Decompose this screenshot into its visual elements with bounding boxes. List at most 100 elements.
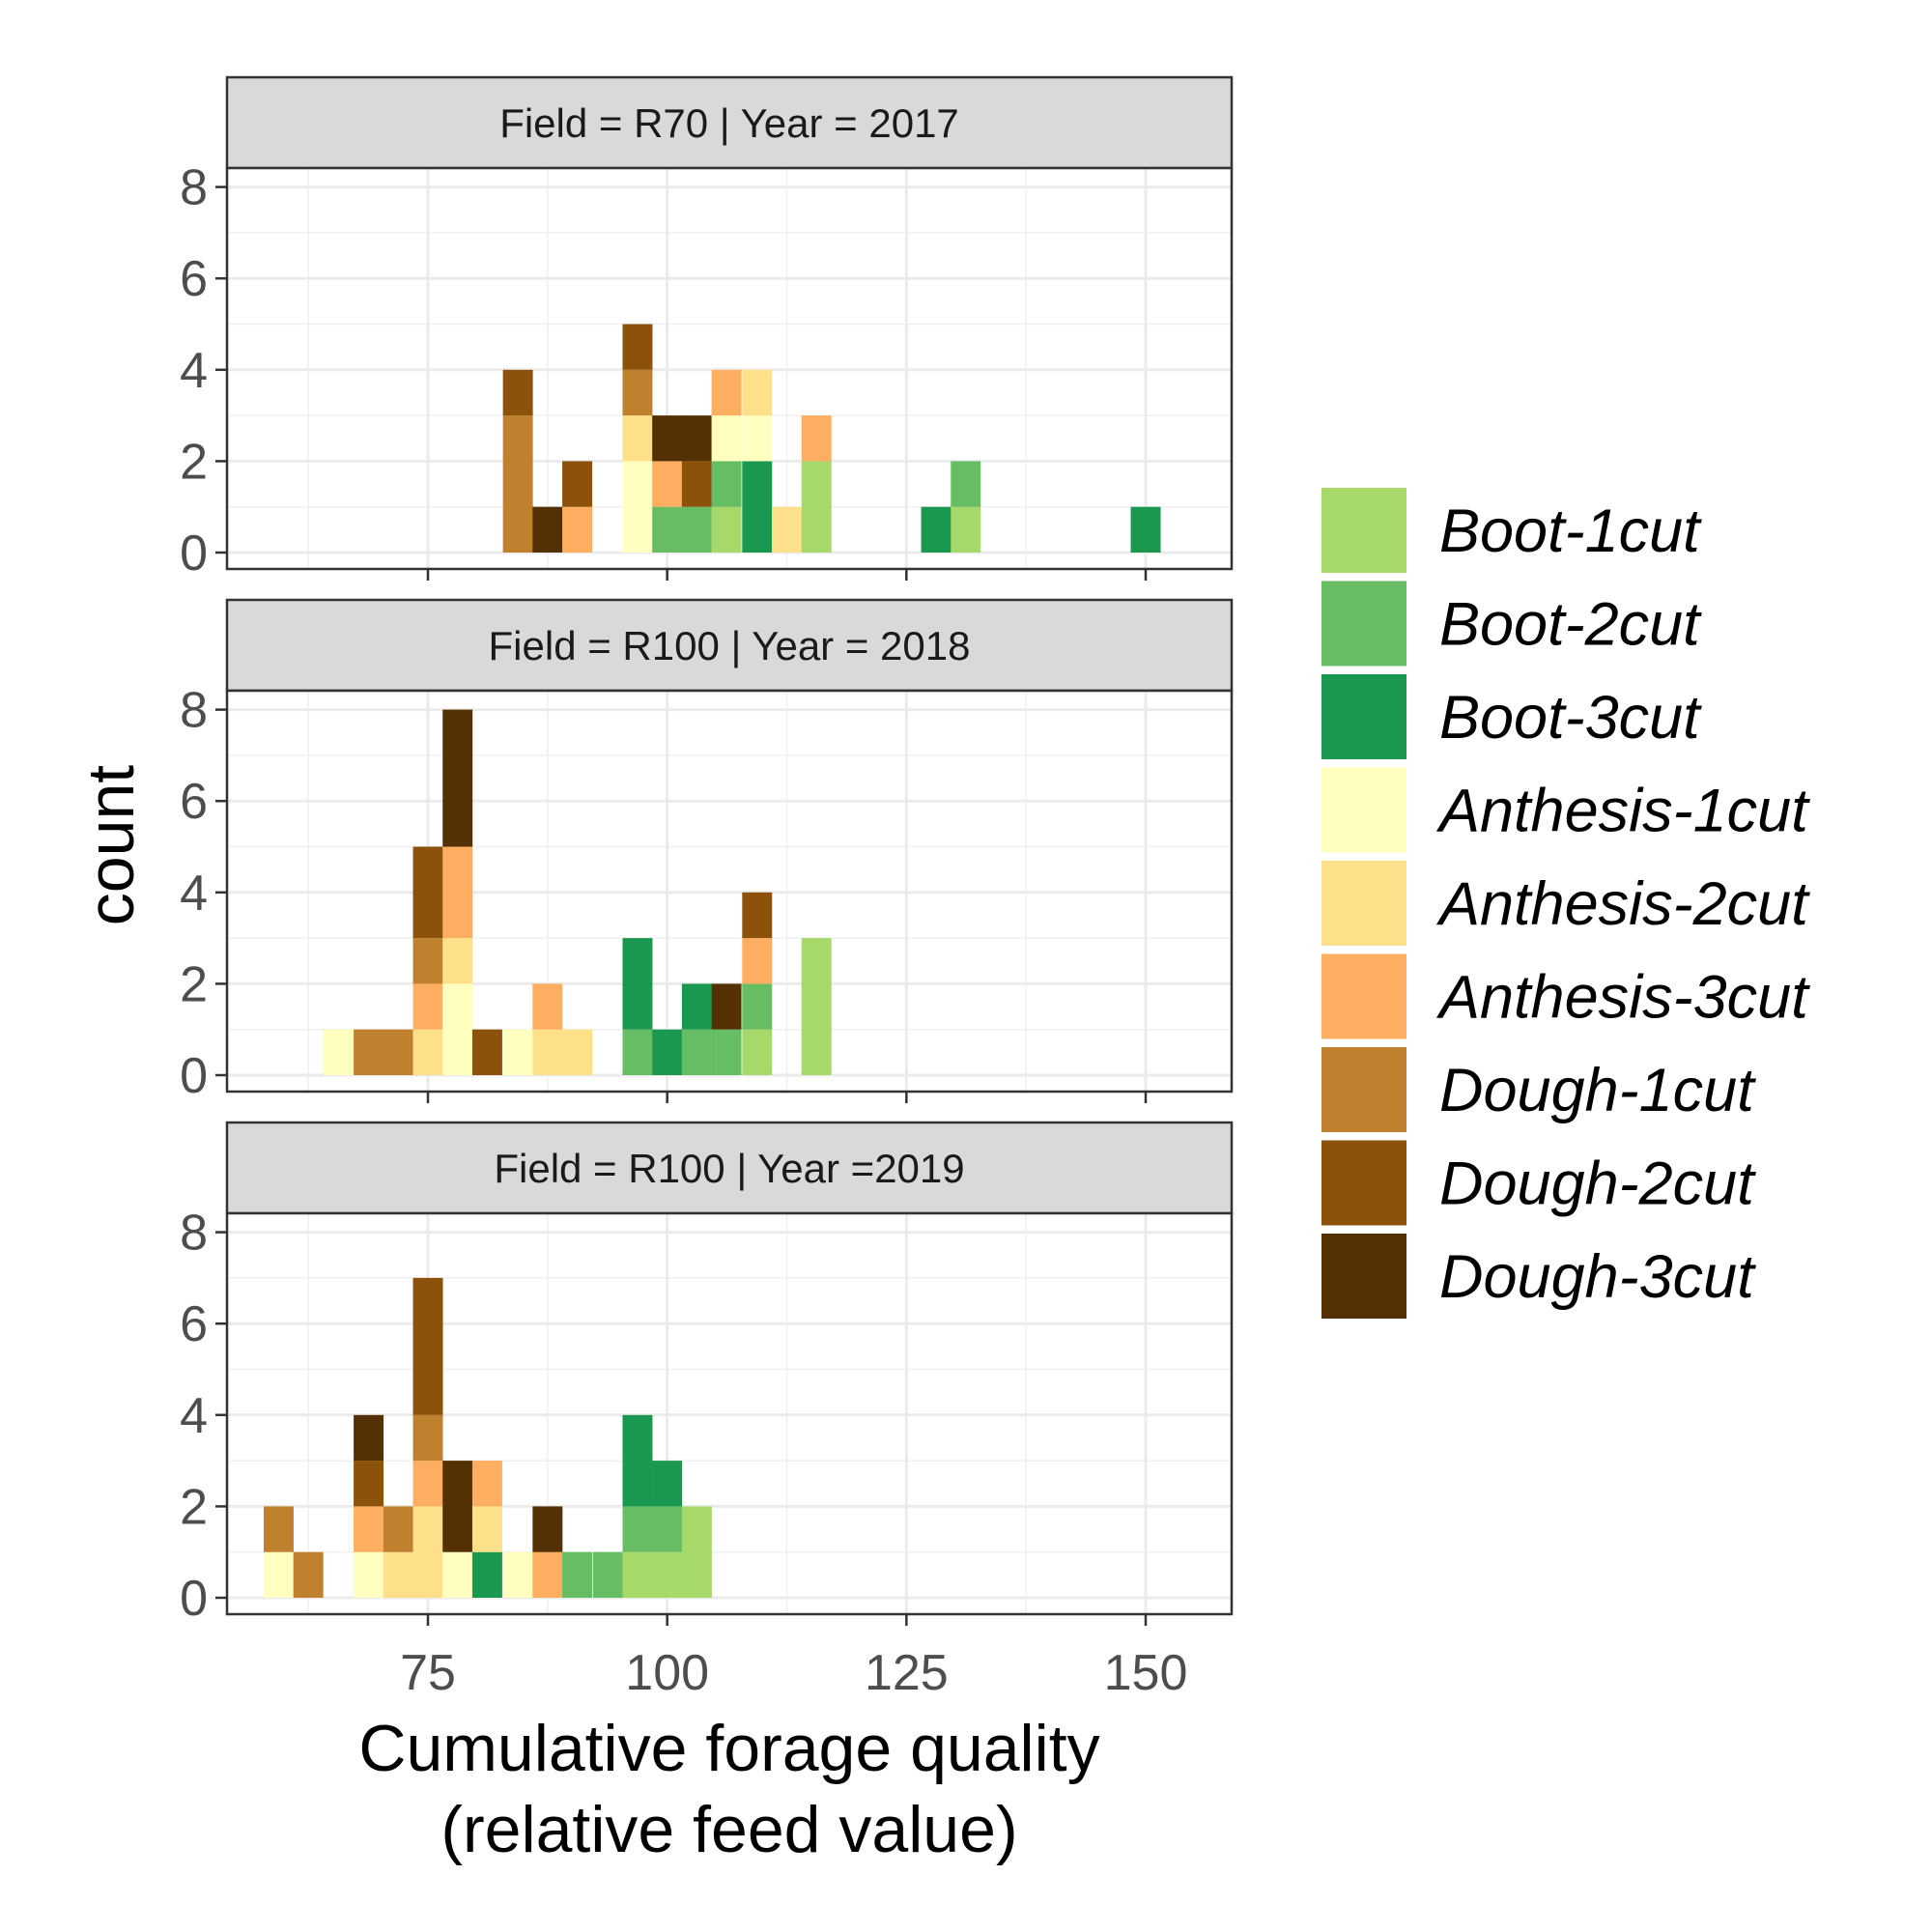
bar-boot-3cut: [742, 461, 773, 553]
bar-dough-2cut: [354, 1461, 384, 1507]
legend-label: Anthesis-2cut: [1435, 870, 1810, 938]
bar-boot-1cut: [742, 1029, 773, 1075]
bar-dough-1cut: [383, 1029, 413, 1075]
facet-panel-2: Field = R100 | Year = 2018 0 2 4 6 8: [180, 598, 1234, 1104]
y-tick-label: 8: [180, 160, 208, 216]
bar-anthesis-1cut: [442, 1551, 473, 1598]
bar-anthesis-3cut: [711, 369, 742, 416]
bar-boot-2cut: [652, 1506, 683, 1552]
y-tick-label: 0: [180, 526, 208, 582]
bar-anthesis-3cut: [801, 415, 832, 462]
bar-anthesis-2cut: [471, 1506, 502, 1552]
bar-boot-2cut: [622, 1029, 653, 1075]
bar-anthesis-3cut: [412, 983, 443, 1030]
legend-key: [1321, 861, 1406, 946]
x-axis-title-line-2: (relative feed value): [440, 1793, 1017, 1866]
bar-anthesis-3cut: [742, 938, 773, 984]
panel-border: [225, 166, 1234, 571]
bar-dough-2cut: [471, 1029, 502, 1075]
facet-strip-label: Field = R70 | Year = 2017: [499, 100, 959, 146]
x-tick-label: 125: [865, 1645, 949, 1701]
y-tick-label: 4: [180, 1388, 208, 1444]
y-tick-label: 6: [180, 1296, 208, 1352]
bar-boot-3cut: [652, 1029, 683, 1075]
panel-border: [225, 689, 1234, 1094]
bar-boot-3cut: [1130, 506, 1161, 553]
y-tick-label: 4: [180, 866, 208, 922]
y-tick-label: 8: [180, 683, 208, 739]
bar-boot-1cut: [801, 461, 832, 553]
bar-dough-3cut: [681, 415, 712, 462]
y-tick-label: 2: [180, 956, 208, 1012]
histogram-bars: [502, 324, 1161, 553]
legend-key: [1321, 1140, 1406, 1226]
bar-anthesis-2cut: [562, 1029, 593, 1075]
legend-key: [1321, 767, 1406, 853]
legend-key: [1321, 1047, 1406, 1132]
legend-label: Dough-1cut: [1439, 1057, 1756, 1124]
bar-dough-3cut: [532, 506, 563, 553]
y-tick-label: 0: [180, 1048, 208, 1104]
legend-label: Boot-1cut: [1439, 497, 1702, 565]
bar-boot-2cut: [951, 461, 981, 507]
bar-boot-3cut: [681, 983, 712, 1030]
legend-key: [1321, 1234, 1406, 1319]
y-tick-label: 0: [180, 1571, 208, 1627]
bar-anthesis-2cut: [412, 1506, 443, 1598]
bar-anthesis-3cut: [562, 506, 593, 553]
y-tick-label: 4: [180, 343, 208, 399]
bar-anthesis-1cut: [442, 983, 473, 1075]
bar-dough-2cut: [502, 369, 533, 416]
bar-dough-1cut: [293, 1551, 324, 1598]
histogram-bars: [263, 1277, 712, 1598]
bar-anthesis-2cut: [532, 1029, 563, 1075]
bar-boot-3cut: [471, 1551, 502, 1598]
bar-anthesis-3cut: [354, 1506, 384, 1552]
facet-strip-label: Field = R100 | Year =2019: [494, 1146, 964, 1191]
y-tick-label: 8: [180, 1206, 208, 1262]
facet-panel-1: Field = R70 | Year = 2017 0 2 4 6 8: [180, 75, 1234, 582]
bar-dough-2cut: [742, 892, 773, 939]
bar-anthesis-1cut: [742, 415, 773, 462]
facet-strip: [225, 75, 1234, 170]
x-axis-title-line-1: Cumulative forage quality: [358, 1712, 1099, 1785]
facet-panel-3: Field = R100 | Year =2019 0 2 4 6 8: [180, 1121, 1234, 1627]
bar-anthesis-3cut: [532, 1551, 563, 1598]
bar-boot-1cut: [652, 1551, 683, 1598]
bar-anthesis-1cut: [711, 415, 742, 462]
bar-anthesis-1cut: [502, 1029, 533, 1075]
bar-anthesis-1cut: [323, 1029, 354, 1075]
bar-anthesis-3cut: [412, 1461, 443, 1507]
bar-anthesis-1cut: [354, 1551, 384, 1598]
bar-anthesis-2cut: [412, 1029, 443, 1075]
bar-boot-1cut: [622, 1551, 653, 1598]
bar-boot-2cut: [681, 506, 712, 553]
legend-key: [1321, 953, 1406, 1039]
legend-label: Anthesis-1cut: [1435, 778, 1810, 845]
bar-anthesis-3cut: [442, 846, 473, 939]
legend-label: Dough-2cut: [1439, 1151, 1756, 1218]
bar-boot-1cut: [951, 506, 981, 553]
x-tick-label: 150: [1104, 1645, 1188, 1701]
legend-key: [1321, 581, 1406, 667]
bar-anthesis-2cut: [442, 938, 473, 984]
bar-anthesis-3cut: [532, 983, 563, 1030]
bar-boot-2cut: [711, 1029, 742, 1075]
bar-boot-3cut: [921, 506, 952, 553]
facet-strip: [225, 1121, 1234, 1215]
legend: Boot-1cut Boot-2cut Boot-3cut Anthesis-1cut…: [1321, 488, 1810, 1319]
bar-dough-1cut: [412, 938, 443, 984]
bar-boot-2cut: [681, 1029, 712, 1075]
x-tick-label: 100: [625, 1645, 709, 1701]
facet-strip-label: Field = R100 | Year = 2018: [489, 623, 971, 668]
bar-boot-1cut: [681, 1506, 712, 1598]
bar-dough-2cut: [412, 846, 443, 939]
bar-dough-1cut: [502, 415, 533, 553]
y-tick-label: 6: [180, 251, 208, 307]
legend-label: Boot-2cut: [1439, 591, 1702, 659]
y-axis-title: count: [74, 765, 148, 925]
bar-anthesis-3cut: [471, 1461, 502, 1507]
bar-dough-3cut: [652, 415, 683, 462]
bar-dough-2cut: [412, 1277, 443, 1415]
